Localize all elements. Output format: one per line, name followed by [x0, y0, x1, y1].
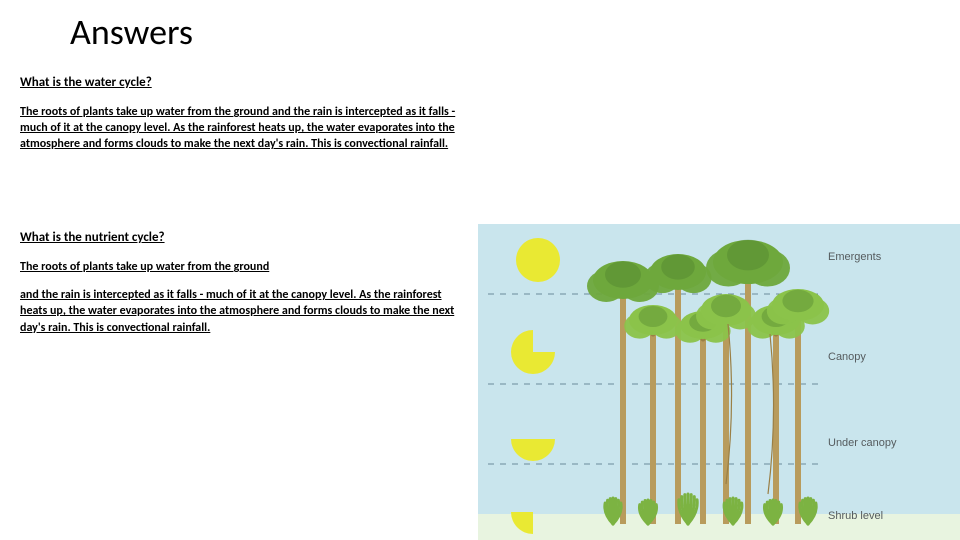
svg-text:Canopy: Canopy	[828, 351, 866, 363]
question-water-cycle: What is the water cycle?	[20, 75, 460, 90]
answer-nutrient-lead: The roots of plants take up water from t…	[20, 259, 460, 275]
svg-text:Shrub level: Shrub level	[828, 510, 883, 522]
page-title: Answers	[70, 10, 193, 54]
answer-water-cycle: The roots of plants take up water from t…	[20, 104, 460, 153]
question-nutrient-cycle: What is the nutrient cycle?	[20, 230, 460, 245]
answer-nutrient-rest: and the rain is intercepted as it falls …	[20, 287, 460, 336]
section-water-cycle: What is the water cycle? The roots of pl…	[20, 75, 460, 153]
section-nutrient-cycle: What is the nutrient cycle? The roots of…	[20, 230, 460, 336]
svg-text:Under canopy: Under canopy	[828, 437, 897, 449]
svg-text:Emergents: Emergents	[828, 251, 882, 263]
rainforest-layers-diagram: Emergents Canopy Under canopy Shrub level	[478, 224, 960, 540]
